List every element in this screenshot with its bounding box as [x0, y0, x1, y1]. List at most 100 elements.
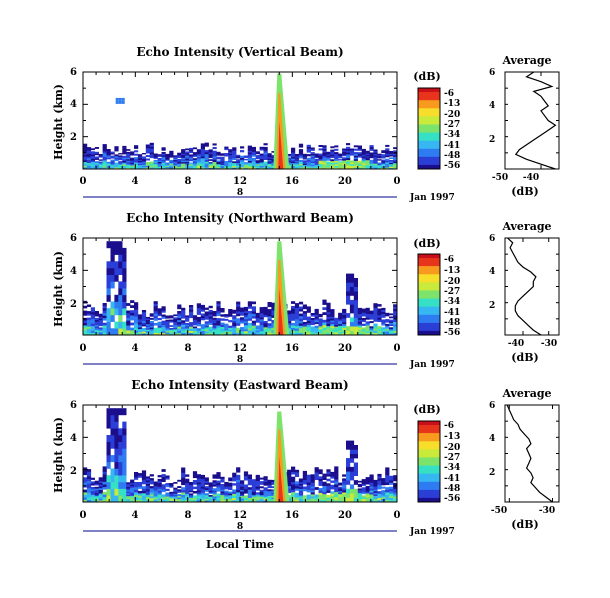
echo-cell: [83, 322, 88, 326]
echo-cell: [357, 167, 362, 170]
echo-cell: [357, 315, 362, 318]
echo-cell: [141, 499, 147, 503]
echo-cell: [173, 323, 178, 325]
echo-cell: [251, 488, 256, 491]
echo-cell: [310, 153, 315, 156]
echo-cell: [385, 489, 390, 493]
echo-cell: [361, 148, 366, 151]
echo-cell: [114, 241, 119, 249]
echo-cell: [114, 321, 119, 329]
echo-cell: [302, 304, 307, 307]
echo-cell: [267, 330, 272, 333]
echo-cell: [338, 496, 343, 499]
echo-cell: [330, 480, 335, 483]
echo-cell: [106, 261, 111, 269]
echo-cell: [373, 310, 378, 313]
echo-cell: [240, 327, 245, 330]
echo-cell: [145, 163, 150, 166]
echo-cell: [267, 481, 272, 484]
echo-cell: [302, 473, 307, 476]
echo-cell: [228, 484, 233, 487]
echo-cell: [216, 164, 221, 166]
echo-cell: [346, 480, 351, 485]
echo-cell: [196, 166, 201, 168]
echo-cell: [224, 333, 229, 336]
echo-cell: [361, 490, 366, 493]
echo-cell: [208, 318, 213, 321]
echo-cell: [204, 500, 209, 503]
echo-cell: [306, 165, 311, 168]
echo-cell: [365, 153, 370, 155]
echo-cell: [181, 164, 186, 167]
echo-cell: [149, 325, 154, 328]
echo-cell: [346, 282, 351, 287]
echo-cell: [200, 148, 205, 151]
echo-cell: [110, 301, 115, 309]
echo-cell: [141, 495, 147, 498]
echo-cell: [98, 332, 103, 334]
echo-cell: [200, 152, 205, 155]
echo-cell: [310, 326, 315, 329]
echo-cell: [224, 484, 229, 487]
echo-cell: [373, 314, 378, 318]
colorbar-swatch: [418, 150, 440, 152]
echo-cell: [314, 331, 319, 334]
echo-cell: [90, 323, 95, 327]
echo-cell: [161, 153, 166, 156]
echo-cell: [212, 500, 217, 503]
x-tick-label: 0: [394, 510, 401, 521]
echo-cell: [90, 155, 95, 158]
echo-cell: [385, 487, 390, 490]
echo-cell: [228, 164, 233, 167]
colorbar-swatch: [418, 146, 440, 148]
echo-cell: [334, 333, 339, 336]
echo-cell: [365, 309, 370, 312]
echo-cell: [306, 494, 311, 498]
echo-cell: [192, 329, 198, 332]
echo-cell: [118, 155, 123, 157]
echo-cell: [173, 317, 178, 320]
echo-cell: [243, 310, 249, 314]
echo-cell: [294, 323, 300, 327]
echo-cell: [271, 305, 276, 308]
echo-cell: [145, 328, 150, 330]
echo-cell: [232, 479, 237, 482]
echo-cell: [349, 321, 355, 327]
echo-cell: [243, 155, 249, 157]
echo-cell: [349, 153, 355, 156]
echo-cell: [255, 488, 260, 491]
echo-cell: [302, 326, 307, 329]
echo-cell: [302, 153, 307, 156]
echo-cell: [94, 491, 99, 494]
echo-cell: [169, 485, 174, 488]
echo-cell: [389, 327, 394, 330]
echo-cell: [189, 305, 194, 308]
echo-cell: [251, 153, 256, 156]
echo-cell: [287, 319, 292, 322]
colorbar-swatch: [418, 260, 440, 263]
echo-cell: [90, 152, 95, 155]
echo-cell: [393, 167, 398, 170]
echo-cell: [240, 500, 245, 503]
echo-cell: [334, 157, 339, 160]
echo-cell: [204, 482, 209, 485]
echo-cell: [161, 474, 166, 477]
echo-cell: [365, 311, 370, 314]
echo-cell: [90, 316, 95, 320]
echo-cell: [263, 150, 268, 153]
date-marker: 8: [237, 188, 243, 198]
echo-cell: [314, 329, 319, 332]
echo-cell: [200, 496, 205, 499]
echo-cell: [165, 325, 170, 327]
echo-cell: [204, 313, 209, 316]
echo-cell: [322, 299, 327, 303]
echo-cell: [373, 487, 378, 490]
echo-cell: [334, 486, 339, 490]
echo-cell: [145, 329, 150, 332]
echo-cell: [126, 485, 131, 488]
echo-cell: [267, 325, 272, 329]
echo-cell: [157, 478, 162, 482]
echo-cell: [161, 324, 166, 328]
echo-cell: [208, 156, 213, 159]
colorbar-swatch: [418, 112, 440, 115]
